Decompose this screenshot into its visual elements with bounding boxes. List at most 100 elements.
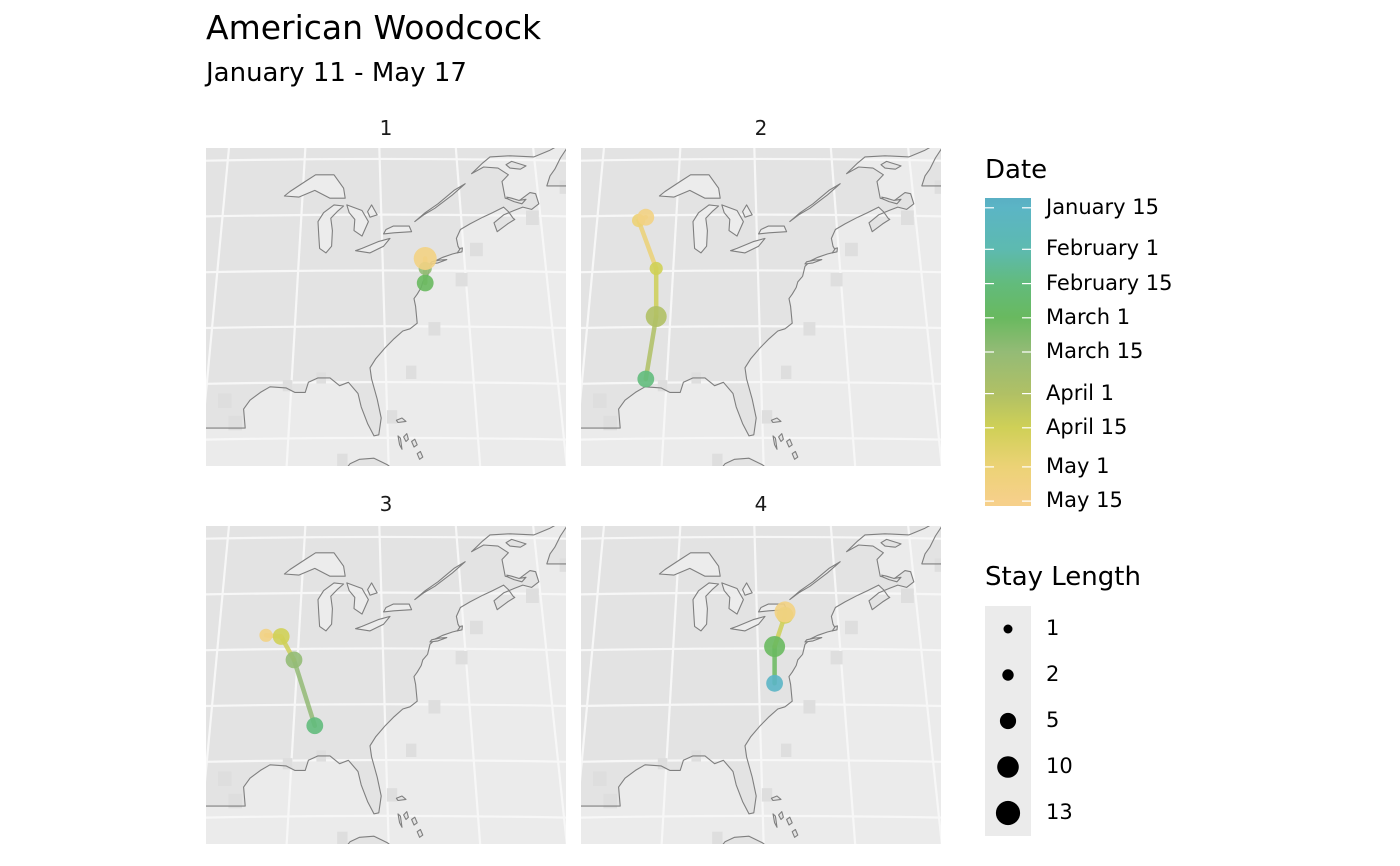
great-lakes-shore: [317, 582, 345, 632]
island-coastline: [880, 538, 902, 548]
stopover-point: [637, 208, 655, 226]
latitude-gridline: [206, 814, 566, 819]
coastal-cell: [593, 393, 607, 408]
map-panel-3: [206, 526, 566, 844]
stopover-point: [774, 601, 796, 623]
bahamas-island: [772, 435, 778, 450]
basemap: [581, 148, 941, 466]
stopover-point: [285, 651, 303, 669]
facet-label-2: 2: [754, 116, 768, 140]
stay-length-label: 13: [1046, 800, 1073, 824]
date-legend-label: January 15: [1046, 194, 1160, 219]
great-lakes-shore: [355, 615, 391, 632]
coastal-cell: [781, 365, 792, 379]
latitude-gridline: [581, 647, 941, 652]
great-lakes-shore: [730, 237, 766, 254]
coastline: [581, 526, 931, 815]
longitude-gridline: [907, 148, 941, 466]
coastal-cell: [455, 651, 468, 665]
date-legend-title: Date: [985, 155, 1048, 185]
bahamas-island: [786, 438, 793, 448]
longitude-gridline: [581, 526, 606, 782]
great-lakes-shore: [730, 615, 766, 632]
newfoundland-coastline: [921, 148, 941, 187]
date-legend-label: February 15: [1046, 270, 1173, 295]
bahamas-island: [778, 433, 784, 443]
great-lakes-shore: [742, 204, 753, 218]
coastal-cell: [761, 410, 773, 424]
coastal-cell: [830, 651, 843, 665]
latitude-gridline: [581, 814, 941, 819]
coastal-cell: [712, 831, 723, 844]
basemap: [581, 526, 941, 844]
stay-length-label: 5: [1046, 708, 1060, 732]
island-coastline: [429, 637, 448, 643]
longitude-gridline: [829, 526, 857, 844]
great-lakes-shore: [414, 183, 466, 223]
great-lakes-shore: [346, 582, 369, 615]
bahamas-island: [770, 417, 782, 424]
great-lakes-shore: [414, 561, 466, 601]
great-lakes-shore: [692, 204, 720, 254]
coastal-cell: [337, 453, 348, 466]
stopover-point: [637, 370, 655, 388]
island-coastline: [722, 835, 765, 844]
map-svg-1: [206, 148, 566, 466]
bahamas-island: [791, 450, 799, 460]
basemap: [206, 148, 566, 466]
stay-length-key-symbols: [995, 624, 1021, 826]
coastal-cell: [603, 793, 617, 809]
stay-length-legend-title: Stay Length: [985, 562, 1141, 592]
coastal-cell: [282, 380, 293, 392]
map-panel-4: [581, 526, 941, 844]
longitude-gridline: [907, 526, 941, 844]
date-legend-label: March 1: [1046, 304, 1131, 329]
great-lakes-shore: [317, 204, 345, 254]
date-legend-label: April 1: [1046, 380, 1115, 405]
great-lakes-shore: [283, 552, 346, 577]
stopover-point: [649, 261, 663, 276]
great-lakes-shore: [742, 582, 753, 596]
great-lakes-shore: [658, 552, 721, 577]
latitude-gridline: [206, 269, 566, 274]
chart-subtitle: January 11 - May 17: [206, 58, 467, 88]
bahamas-island: [397, 435, 403, 450]
bahamas-island: [403, 433, 409, 443]
track-segment: [636, 218, 659, 271]
newfoundland-land: [921, 149, 941, 186]
stay-length-label: 2: [1046, 662, 1060, 686]
latitude-gridline: [581, 325, 941, 330]
coastal-cell: [657, 380, 668, 392]
island-coastline: [456, 247, 463, 254]
latitude-gridline: [206, 436, 566, 441]
migration-track: [632, 208, 667, 388]
coastline: [206, 148, 556, 437]
latitude-gridline: [206, 535, 566, 540]
newfoundland-coastline: [546, 526, 566, 565]
stay-length-symbol: [999, 712, 1017, 730]
stay-length-symbol: [997, 756, 1019, 778]
latitude-gridline: [581, 436, 941, 441]
coastal-cell: [228, 793, 242, 809]
coastal-cell: [830, 273, 843, 287]
map-panel-2: [581, 148, 941, 466]
migration-track: [259, 628, 324, 735]
island-coastline: [880, 160, 902, 170]
stay-length-key: [985, 606, 1031, 836]
bahamas-island: [411, 816, 418, 826]
island-coastline: [506, 574, 527, 583]
map-svg-3: [206, 526, 566, 844]
stay-length-symbol: [1002, 669, 1014, 681]
coastal-cell: [406, 743, 417, 757]
coastal-cell: [593, 771, 607, 786]
stopover-point: [764, 636, 786, 657]
great-lakes-shore: [346, 204, 369, 237]
island-coastline: [831, 247, 838, 254]
coastline: [581, 148, 931, 437]
latitude-gridline: [581, 703, 941, 708]
latitude-gridline: [206, 647, 566, 652]
island-coastline: [804, 259, 823, 265]
coastal-cell: [761, 788, 773, 802]
latitude-gridline: [206, 703, 566, 708]
bahamas-island: [416, 828, 424, 838]
